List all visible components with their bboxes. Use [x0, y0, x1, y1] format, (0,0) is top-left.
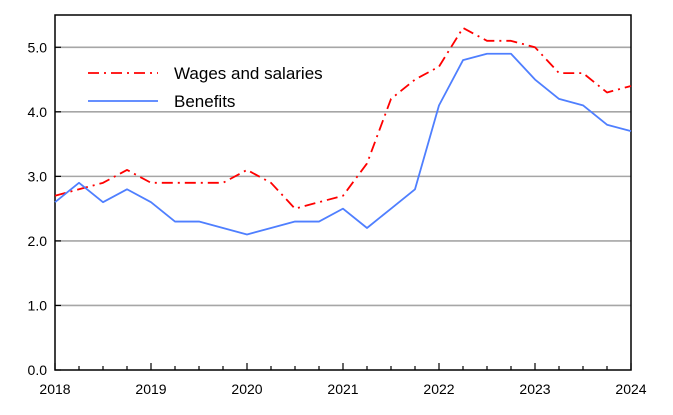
plot-frame — [54, 14, 632, 371]
x-tick-label: 2022 — [423, 381, 454, 397]
x-tick-label: 2019 — [135, 381, 166, 397]
y-tick-label: 0.0 — [28, 362, 48, 378]
x-tick-label: 2020 — [231, 381, 262, 397]
legend-label: Benefits — [174, 92, 235, 111]
series-line-wages-and-salaries — [54, 27, 632, 210]
y-tick-label: 3.0 — [28, 168, 48, 184]
y-tick-label: 1.0 — [28, 297, 48, 313]
x-tick-label: 2024 — [615, 381, 646, 397]
y-tick-label: 2.0 — [28, 233, 48, 249]
x-tick-label: 2023 — [519, 381, 550, 397]
y-tick-label: 5.0 — [28, 39, 48, 55]
x-tick-label: 2021 — [327, 381, 358, 397]
legend-label: Wages and salaries — [174, 64, 323, 83]
y-tick-label: 4.0 — [28, 104, 48, 120]
x-tick-label: 2018 — [39, 381, 70, 397]
series-line-benefits — [54, 52, 632, 236]
